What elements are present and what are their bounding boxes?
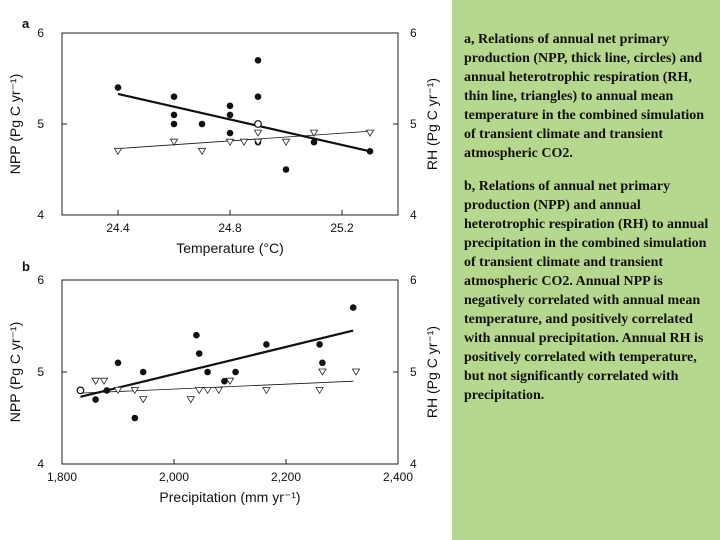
npp-point (114, 84, 122, 91)
rh-point (309, 129, 319, 137)
x-axis-label: Temperature (°C) (176, 240, 284, 256)
rh-point (186, 396, 196, 404)
y-tick-label-left: 5 (37, 365, 44, 379)
npp-point (170, 120, 178, 128)
plot-frame (61, 32, 399, 216)
npp-point (114, 359, 122, 367)
npp-point (204, 368, 211, 376)
overlap-point (254, 120, 262, 128)
y-tick-label-right: 5 (410, 117, 417, 131)
caption-paragraph-a: a, Relations of annual net primary produ… (464, 32, 705, 161)
y-tick-label-left: 6 (37, 273, 44, 287)
npp-point (366, 148, 374, 155)
rh-point (239, 138, 249, 146)
npp-point (193, 331, 200, 339)
rh-point (113, 386, 123, 395)
x-tick-label: 24.8 (218, 221, 242, 235)
panel-label: b (22, 259, 30, 274)
npp-point (198, 120, 206, 128)
npp-point (139, 368, 147, 376)
x-tick-label: 24.4 (106, 221, 130, 235)
rh-point (315, 386, 324, 395)
npp-point (319, 359, 326, 367)
y-axis-label-right: RH (Pg C yr⁻¹) (424, 78, 440, 170)
rh-point (365, 129, 375, 137)
y-tick-label-left: 6 (37, 26, 44, 40)
rh-point (281, 138, 291, 146)
npp-point (226, 111, 234, 119)
npp-point (316, 341, 323, 348)
npp-point (92, 396, 99, 403)
x-tick-label: 2,200 (271, 470, 301, 484)
y-tick-label-right: 6 (410, 26, 417, 40)
rh-point (197, 147, 207, 156)
npp-point (349, 304, 357, 311)
caption-paragraph-b: b, Relations of annual net primary produ… (464, 179, 709, 403)
y-tick-label-right: 5 (410, 365, 417, 379)
panel-a: a 4 4 5 5 6 6 24.4 24.8 25.2 Temperature (°C) NPP (… (7, 16, 440, 256)
rh-point (138, 396, 148, 404)
rh-point (262, 386, 271, 395)
npp-trend-line (117, 92, 371, 153)
npp-point (170, 111, 178, 119)
rh-point (253, 129, 263, 137)
y-axis-label-left: NPP (Pg C yr⁻¹) (7, 322, 23, 422)
y-tick-label-left: 5 (37, 117, 44, 131)
y-tick-label-left: 4 (37, 457, 44, 471)
overlap-point (76, 386, 85, 395)
rh-point (253, 138, 263, 146)
npp-point (254, 57, 262, 64)
panel-b: b 4 4 5 5 6 6 1,800 2,000 2,200 2,400 Precipitation… (7, 259, 440, 505)
y-axis-label-right: RH (Pg C yr⁻¹) (424, 326, 440, 418)
plot-frame (61, 279, 399, 465)
figure-area: a 4 4 5 5 6 6 24.4 24.8 25.2 Temperature (°C) NPP (… (0, 0, 452, 540)
npp-point (170, 93, 178, 100)
rh-point (351, 368, 361, 376)
rh-point (99, 377, 109, 385)
rh-point (203, 386, 212, 395)
npp-trend-line (80, 329, 354, 398)
x-tick-label: 1,800 (47, 470, 77, 484)
y-tick-label-left: 4 (37, 208, 44, 222)
npp-point (103, 387, 111, 394)
rh-point (225, 377, 235, 385)
rh-point (113, 147, 123, 156)
rh-point (130, 386, 140, 395)
npp-point (254, 93, 262, 100)
x-tick-label: 25.2 (330, 221, 354, 235)
npp-point (282, 166, 290, 173)
rh-point (169, 138, 179, 146)
npp-point (263, 341, 270, 348)
npp-point (310, 138, 318, 146)
rh-point (194, 386, 204, 395)
y-axis-label-left: NPP (Pg C yr⁻¹) (7, 74, 23, 174)
npp-point (226, 129, 234, 137)
panel-label: a (22, 16, 30, 31)
npp-point (131, 414, 139, 422)
caption: a, Relations of annual net primary produ… (464, 30, 712, 419)
x-tick-label: 2,400 (383, 470, 413, 484)
y-tick-label-right: 6 (410, 273, 417, 287)
y-tick-label-right: 4 (410, 208, 417, 222)
figure-svg: a 4 4 5 5 6 6 24.4 24.8 25.2 Temperature (°C) NPP (… (7, 16, 440, 505)
rh-point (214, 386, 224, 395)
x-tick-label: 2,000 (159, 470, 189, 484)
rh-point (225, 138, 235, 146)
y-tick-label-right: 4 (410, 457, 417, 471)
rh-point (318, 368, 327, 376)
npp-point (232, 368, 239, 376)
rh-point (91, 377, 100, 385)
npp-point (195, 350, 203, 357)
npp-point (226, 102, 234, 110)
x-axis-label: Precipitation (mm yr⁻¹) (159, 489, 300, 505)
npp-point (221, 377, 228, 385)
